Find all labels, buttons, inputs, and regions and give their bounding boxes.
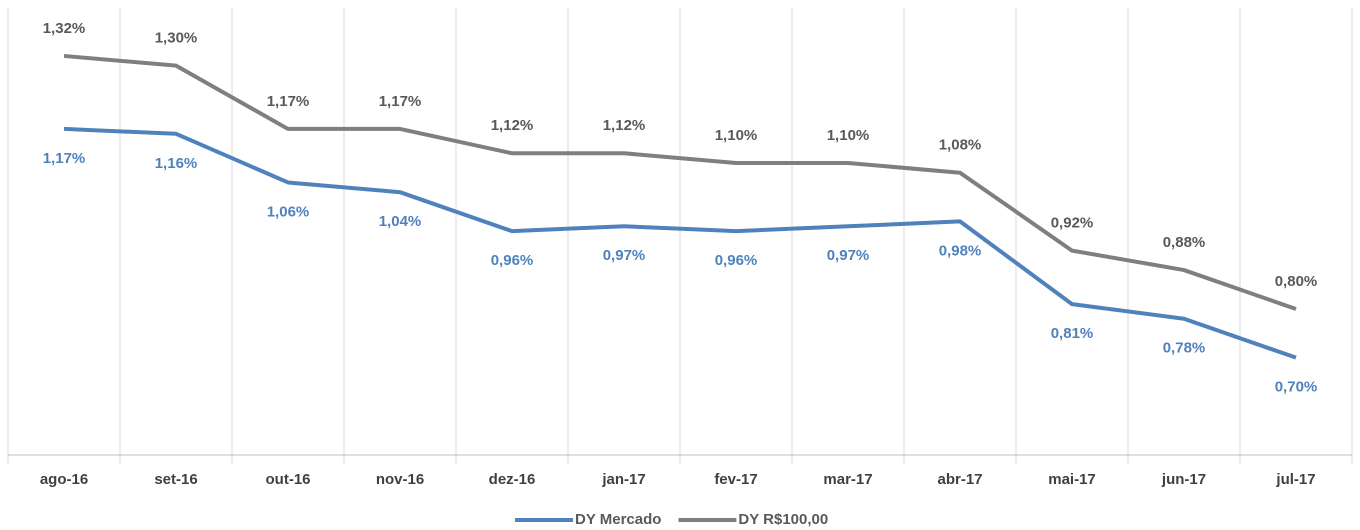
x-tick-label: dez-16 [489, 471, 536, 488]
line [63, 126, 1297, 360]
data-label: 0,92% [1051, 215, 1094, 232]
data-label: 1,17% [267, 93, 310, 110]
x-tick-label: jan-17 [601, 471, 645, 488]
data-label: 0,98% [939, 242, 982, 259]
x-tick-label: fev-17 [714, 471, 757, 488]
line [63, 53, 1297, 311]
x-tick-label: mai-17 [1048, 471, 1096, 488]
data-label: 1,10% [715, 127, 758, 144]
data-label: 0,70% [1275, 379, 1318, 396]
data-label: 1,16% [155, 155, 198, 172]
data-label: 0,81% [1051, 325, 1094, 342]
x-tick-label: out-16 [266, 471, 311, 488]
x-tick-label: jun-17 [1161, 471, 1206, 488]
x-tick-label: nov-16 [376, 471, 424, 488]
data-label: 0,78% [1163, 340, 1206, 357]
data-label: 1,10% [827, 127, 870, 144]
x-tick-label: abr-17 [937, 471, 982, 488]
x-tick-label: jul-17 [1275, 471, 1315, 488]
data-label: 0,80% [1275, 273, 1318, 290]
data-label: 0,96% [491, 252, 534, 269]
data-label: 0,88% [1163, 234, 1206, 251]
data-label: 1,04% [379, 213, 422, 230]
data-label: 1,17% [43, 150, 86, 167]
data-label: 1,30% [155, 30, 198, 47]
data-label: 0,97% [827, 247, 870, 264]
x-tick-label: ago-16 [40, 471, 88, 488]
legend-label: DY R$100,00 [738, 511, 828, 528]
x-tick-label: mar-17 [823, 471, 872, 488]
data-label: 1,12% [491, 117, 534, 134]
data-label: 1,32% [43, 20, 86, 37]
x-tick-label: set-16 [154, 471, 197, 488]
data-label: 0,97% [603, 247, 646, 264]
legend-label: DY Mercado [575, 511, 661, 528]
data-label: 1,08% [939, 137, 982, 154]
data-label: 1,17% [379, 93, 422, 110]
data-label: 1,12% [603, 117, 646, 134]
data-label: 0,96% [715, 252, 758, 269]
data-label: 1,06% [267, 203, 310, 220]
